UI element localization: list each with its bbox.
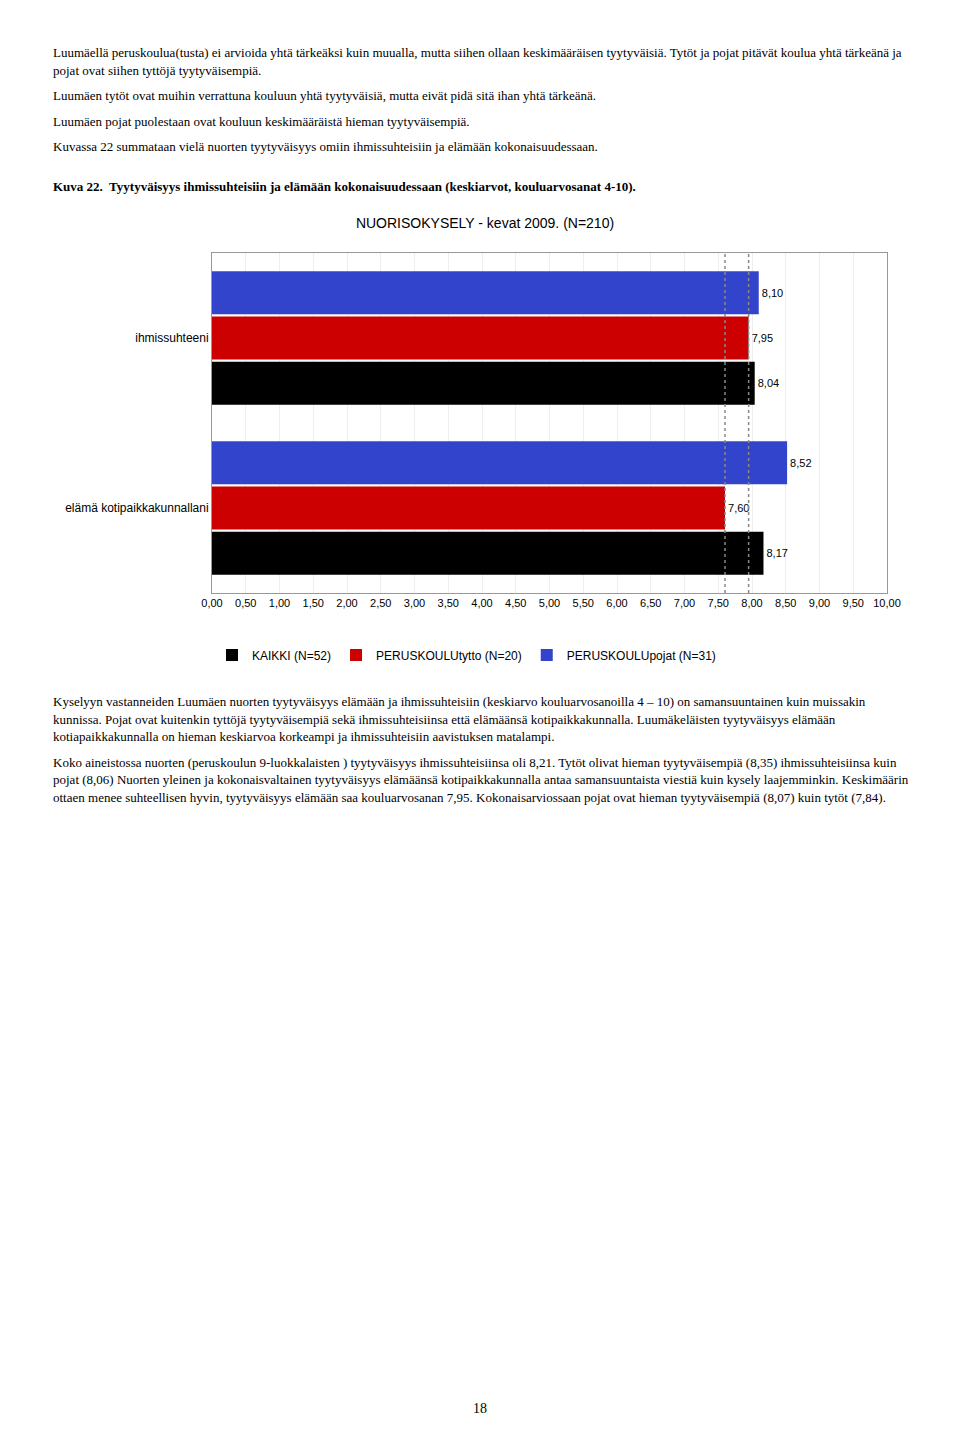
svg-text:0,50: 0,50 bbox=[235, 597, 256, 609]
svg-text:3,50: 3,50 bbox=[438, 597, 459, 609]
svg-text:elämä kotipaikkakunnallani: elämä kotipaikkakunnallani bbox=[65, 501, 208, 515]
svg-text:6,00: 6,00 bbox=[606, 597, 627, 609]
svg-text:8,10: 8,10 bbox=[762, 287, 783, 299]
svg-text:8,52: 8,52 bbox=[790, 457, 811, 469]
html-text:Luumäen pojat puolestaan ovat: Luumäen pojat puolestaan ovat kouluun ke… bbox=[53, 113, 470, 129]
svg-text:8,04: 8,04 bbox=[758, 378, 779, 390]
svg-text:7,95: 7,95 bbox=[752, 332, 773, 344]
svg-text:2,50: 2,50 bbox=[370, 597, 391, 609]
svg-text:7,00: 7,00 bbox=[674, 597, 695, 609]
svg-text:8,00: 8,00 bbox=[741, 597, 762, 609]
svg-text:PERUSKOULUpojat (N=31): PERUSKOULUpojat (N=31) bbox=[567, 649, 716, 663]
svg-text:PERUSKOULUtytto (N=20): PERUSKOULUtytto (N=20) bbox=[376, 649, 522, 663]
svg-text:10,00: 10,00 bbox=[873, 597, 901, 609]
html-text:18: 18 bbox=[473, 1401, 487, 1416]
svg-text:7,50: 7,50 bbox=[708, 597, 729, 609]
html-text:Kuvassa 22 summataan vielä nuo: Kuvassa 22 summataan vielä nuorten tyyty… bbox=[53, 139, 598, 155]
svg-text:4,00: 4,00 bbox=[471, 597, 492, 609]
html-text:Luumäen tytöt ovat muihin verr: Luumäen tytöt ovat muihin verrattuna kou… bbox=[53, 88, 596, 104]
html-text:Luumäellä peruskoulua(tusta) e: Luumäellä peruskoulua(tusta) ei arvioida… bbox=[53, 45, 902, 78]
svg-text:3,00: 3,00 bbox=[404, 597, 425, 609]
html-text:Kuva 22. Tyytyväisyys ihmissuh: Kuva 22. Tyytyväisyys ihmissuhteisiin ja… bbox=[53, 178, 636, 194]
svg-text:2,00: 2,00 bbox=[336, 597, 357, 609]
svg-text:5,00: 5,00 bbox=[539, 597, 560, 609]
svg-text:7,60: 7,60 bbox=[728, 502, 749, 514]
svg-text:9,00: 9,00 bbox=[809, 597, 830, 609]
svg-text:NUORISOKYSELY - kevat 2009. (N: NUORISOKYSELY - kevat 2009. (N=210) bbox=[356, 215, 614, 231]
svg-text:8,50: 8,50 bbox=[775, 597, 796, 609]
svg-text:ihmissuhteeni: ihmissuhteeni bbox=[135, 331, 208, 345]
svg-text:5,50: 5,50 bbox=[573, 597, 594, 609]
html-text:Kyselyyn vastanneiden Luumäen: Kyselyyn vastanneiden Luumäen nuorten ty… bbox=[53, 694, 866, 745]
svg-text:9,50: 9,50 bbox=[843, 597, 864, 609]
svg-text:4,50: 4,50 bbox=[505, 597, 526, 609]
svg-text:KAIKKI (N=52): KAIKKI (N=52) bbox=[252, 649, 331, 663]
svg-text:1,00: 1,00 bbox=[269, 597, 290, 609]
svg-text:6,50: 6,50 bbox=[640, 597, 661, 609]
svg-text:0,00: 0,00 bbox=[201, 597, 222, 609]
svg-text:8,17: 8,17 bbox=[766, 548, 787, 560]
html-text:Koko aineistossa nuorten (peru: Koko aineistossa nuorten (peruskoulun 9-… bbox=[53, 754, 909, 805]
svg-text:1,50: 1,50 bbox=[303, 597, 324, 609]
